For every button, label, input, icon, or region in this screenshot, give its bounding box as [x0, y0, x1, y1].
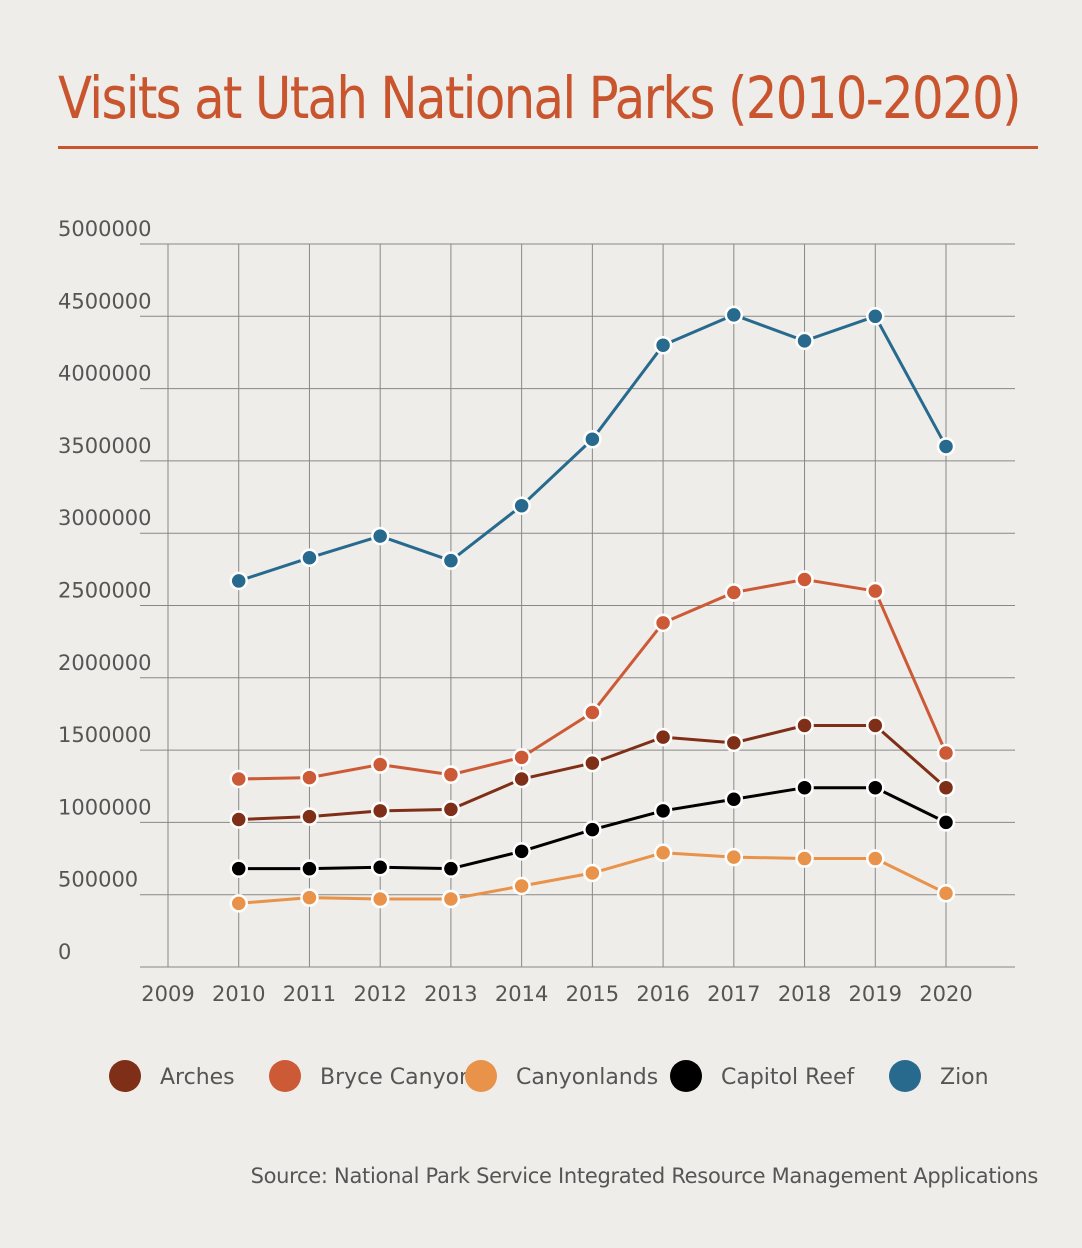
data-point — [512, 769, 531, 789]
x-tick-label: 2014 — [495, 982, 548, 1006]
data-point — [370, 889, 390, 909]
data-point — [866, 581, 885, 601]
data-point — [653, 613, 673, 633]
data-point — [936, 813, 956, 832]
y-tick-label: 0 — [58, 940, 71, 964]
data-point — [653, 801, 673, 821]
source-note: Source: National Park Service Integrated… — [250, 1164, 1039, 1188]
data-point — [583, 703, 602, 722]
data-point — [370, 857, 390, 877]
data-point — [795, 716, 814, 735]
y-tick-label: 1000000 — [58, 795, 152, 819]
data-point — [512, 496, 531, 515]
x-tick-label: 2015 — [566, 982, 619, 1006]
data-point — [936, 437, 956, 456]
data-point — [300, 807, 319, 826]
x-tick-label: 2017 — [707, 982, 760, 1006]
x-tick-label: 2016 — [636, 982, 689, 1006]
data-point — [724, 790, 744, 809]
y-tick-label: 500000 — [58, 868, 138, 892]
data-point — [653, 727, 673, 747]
data-point — [583, 429, 602, 449]
data-point — [441, 765, 461, 784]
data-point — [795, 849, 814, 868]
data-point — [229, 894, 248, 913]
data-point — [936, 743, 956, 763]
data-point — [229, 571, 248, 591]
y-tick-label: 5000000 — [58, 217, 152, 241]
data-point — [795, 570, 814, 589]
data-point — [229, 859, 248, 878]
data-point — [795, 331, 814, 351]
data-point — [300, 548, 319, 568]
data-point — [866, 307, 885, 326]
data-point — [370, 526, 390, 546]
y-tick-label: 2000000 — [58, 651, 152, 675]
data-point — [441, 551, 461, 570]
legend-label: Zion — [940, 1065, 989, 1090]
x-tick-label: 2020 — [919, 982, 972, 1006]
data-point — [653, 335, 673, 355]
data-point — [300, 859, 319, 878]
data-point — [441, 889, 461, 909]
data-point — [441, 800, 461, 819]
legend-swatch — [465, 1060, 497, 1092]
data-point — [441, 859, 461, 878]
legend-label: Bryce Canyon — [320, 1065, 473, 1090]
legend-swatch — [889, 1060, 921, 1092]
y-tick-label: 2500000 — [58, 579, 152, 603]
data-point — [936, 778, 956, 797]
x-tick-label: 2018 — [778, 982, 831, 1006]
y-tick-label: 3000000 — [58, 506, 152, 530]
data-point — [724, 733, 744, 753]
data-point — [583, 753, 602, 773]
data-point — [300, 888, 319, 907]
data-point — [370, 755, 390, 774]
x-tick-label: 2012 — [353, 982, 406, 1006]
y-tick-label: 4500000 — [58, 289, 152, 313]
data-point — [795, 778, 814, 797]
legend-label: Capitol Reef — [721, 1065, 855, 1090]
data-point — [512, 748, 531, 767]
data-point — [724, 583, 744, 602]
legend-swatch — [109, 1060, 141, 1092]
data-point — [512, 876, 531, 896]
data-point — [936, 884, 956, 903]
legend-swatch — [670, 1060, 702, 1092]
x-tick-label: 2013 — [424, 982, 477, 1006]
data-point — [229, 810, 248, 829]
y-tick-label: 3500000 — [58, 434, 152, 458]
data-point — [512, 842, 531, 861]
legend-swatch — [269, 1060, 301, 1092]
y-tick-label: 4000000 — [58, 362, 152, 386]
x-tick-label: 2009 — [141, 982, 194, 1006]
x-tick-label: 2010 — [212, 982, 265, 1006]
title-underline — [58, 146, 1038, 149]
data-point — [724, 305, 744, 325]
legend-label: Arches — [160, 1065, 235, 1090]
data-point — [229, 769, 248, 789]
data-point — [300, 768, 319, 787]
data-point — [866, 849, 885, 868]
legend-label: Canyonlands — [516, 1065, 658, 1090]
data-point — [583, 863, 602, 883]
data-point — [370, 801, 390, 821]
data-point — [866, 716, 885, 735]
data-point — [866, 778, 885, 797]
x-tick-label: 2019 — [849, 982, 902, 1006]
data-point — [583, 820, 602, 839]
x-tick-label: 2011 — [283, 982, 336, 1006]
y-tick-label: 1500000 — [58, 723, 152, 747]
chart-title: Visits at Utah National Parks (2010-2020… — [58, 64, 1022, 132]
data-point — [653, 843, 673, 863]
data-point — [724, 847, 744, 867]
